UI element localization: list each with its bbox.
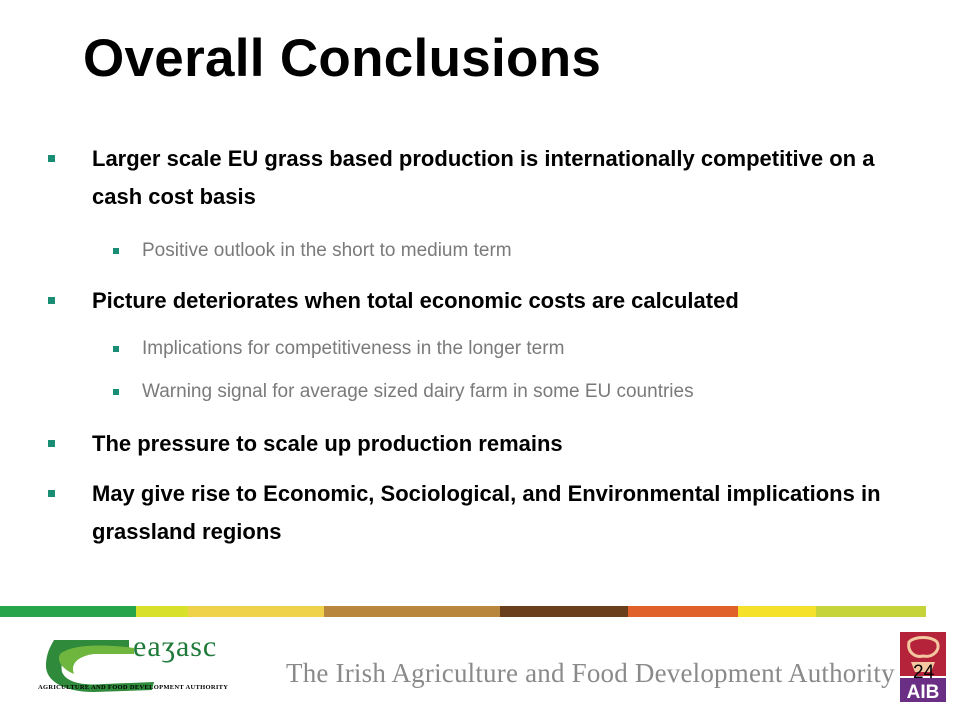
- bullet-item: Picture deteriorates when total economic…: [48, 282, 892, 320]
- bullet-square-icon: [113, 389, 119, 395]
- bullet-square-icon: [48, 155, 55, 162]
- teagasc-leaf-icon: [58, 645, 135, 674]
- bullet-square-icon: [48, 297, 55, 304]
- stripe-segment: [816, 606, 926, 617]
- bullet-list: Larger scale EU grass based production i…: [48, 140, 902, 551]
- bullet-item: May give rise to Economic, Sociological,…: [48, 475, 892, 551]
- teagasc-wordmark: eaʒasc: [133, 630, 218, 663]
- bullet-text: Larger scale EU grass based production i…: [92, 146, 875, 209]
- bullet-square-icon: [113, 346, 119, 352]
- aib-text: AIB: [907, 682, 940, 703]
- sub-bullet-item: Implications for competitiveness in the …: [113, 336, 902, 362]
- footer-tagline: The Irish Agriculture and Food Developme…: [286, 658, 895, 688]
- slide-title: Overall Conclusions: [83, 29, 602, 88]
- stripe-segment: [0, 606, 136, 617]
- bullet-text: May give rise to Economic, Sociological,…: [92, 481, 881, 544]
- color-stripe: [0, 606, 926, 617]
- sub-bullet-text: Warning signal for average sized dairy f…: [142, 381, 694, 402]
- sub-bullet-text: Implications for competitiveness in the …: [142, 338, 565, 359]
- bullet-square-icon: [48, 490, 55, 497]
- bullet-square-icon: [113, 248, 119, 254]
- stripe-segment: [738, 606, 816, 617]
- stripe-segment: [628, 606, 738, 617]
- bullet-item: Larger scale EU grass based production i…: [48, 140, 892, 216]
- teagasc-swoosh-icon: [46, 640, 154, 692]
- bullet-item: The pressure to scale up production rema…: [48, 425, 892, 463]
- sub-bullet-item: Positive outlook in the short to medium …: [113, 238, 902, 264]
- sub-bullet-item: Warning signal for average sized dairy f…: [113, 379, 902, 405]
- sub-bullet-text: Positive outlook in the short to medium …: [142, 240, 512, 261]
- aib-logo: AIB: [897, 628, 949, 706]
- teagasc-logo: [46, 640, 154, 692]
- bullet-text: The pressure to scale up production rema…: [92, 431, 563, 456]
- page-number: 24: [913, 662, 935, 683]
- stripe-segment: [324, 606, 500, 617]
- teagasc-subtitle: AGRICULTURE AND FOOD DEVELOPMENT AUTHORI…: [38, 684, 229, 691]
- stripe-segment: [500, 606, 628, 617]
- bullet-square-icon: [48, 440, 55, 447]
- bullet-text: Picture deteriorates when total economic…: [92, 288, 739, 313]
- stripe-segment: [188, 606, 324, 617]
- stripe-segment: [136, 606, 188, 617]
